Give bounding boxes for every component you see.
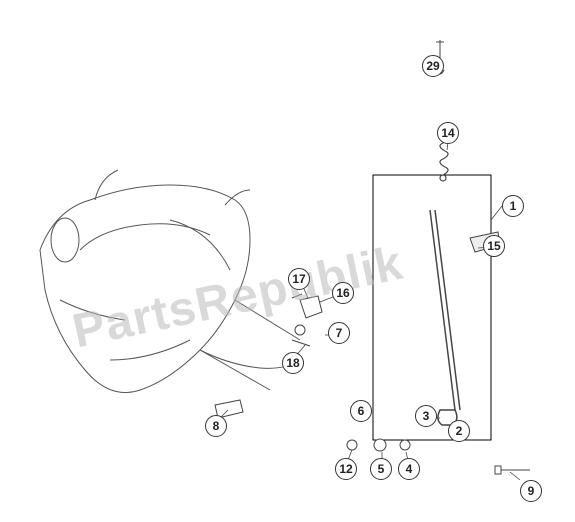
callout-label: 17 — [292, 272, 305, 286]
callout-label: 9 — [528, 484, 535, 498]
callout-4: 4 — [398, 458, 420, 480]
callout-label: 29 — [426, 59, 439, 73]
callout-7: 7 — [328, 322, 350, 344]
callout-3: 3 — [415, 405, 437, 427]
callout-label: 7 — [336, 326, 343, 340]
callout-14: 14 — [437, 122, 459, 144]
callout-label: 16 — [336, 286, 349, 300]
callout-label: 15 — [487, 239, 500, 253]
callout-18: 18 — [282, 352, 304, 374]
callout-1: 1 — [502, 195, 524, 217]
callout-label: 3 — [423, 409, 430, 423]
callout-9: 9 — [520, 480, 542, 502]
callout-label: 6 — [358, 404, 365, 418]
callout-6: 6 — [350, 400, 372, 422]
callout-17: 17 — [288, 268, 310, 290]
callout-5: 5 — [370, 458, 392, 480]
callout-15: 15 — [483, 235, 505, 257]
callout-29: 29 — [422, 55, 444, 77]
callout-12: 12 — [335, 458, 357, 480]
callout-label: 4 — [406, 462, 413, 476]
parts-diagram-svg — [0, 0, 575, 522]
callout-2: 2 — [448, 420, 470, 442]
callout-8: 8 — [205, 415, 227, 437]
callout-label: 14 — [441, 126, 454, 140]
callout-label: 12 — [339, 462, 352, 476]
callout-label: 1 — [510, 199, 517, 213]
callout-label: 8 — [213, 419, 220, 433]
callout-16: 16 — [332, 282, 354, 304]
callout-label: 18 — [286, 356, 299, 370]
callout-label: 5 — [378, 462, 385, 476]
callout-label: 2 — [456, 424, 463, 438]
